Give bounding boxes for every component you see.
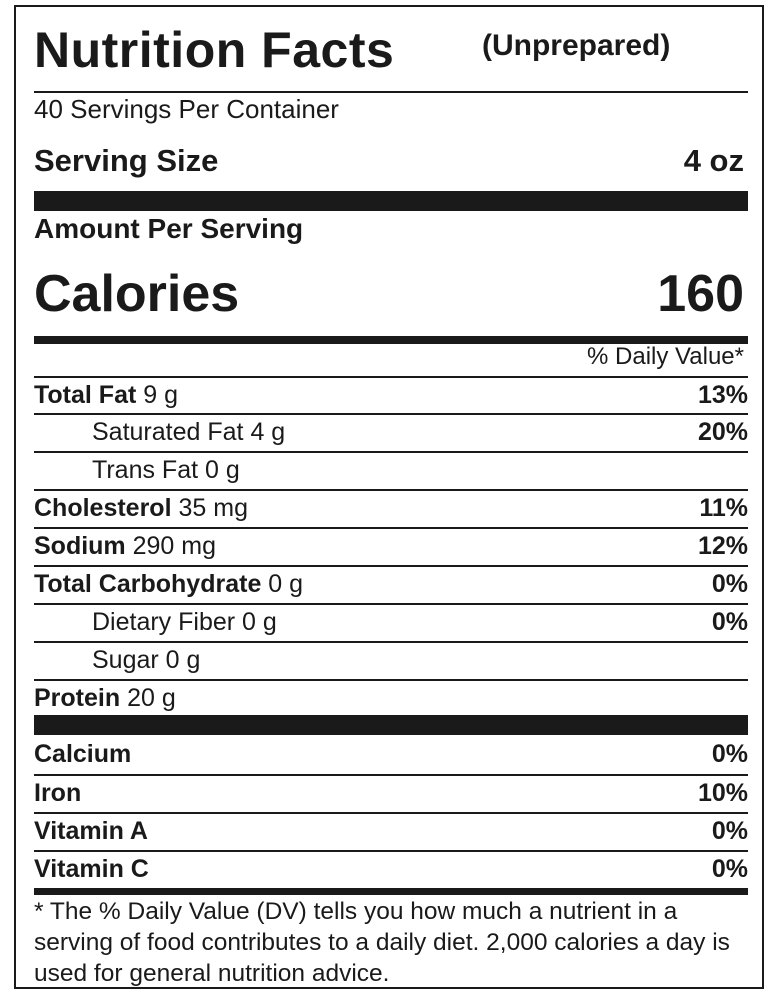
nutrient-dv: 12% <box>697 532 748 560</box>
divider <box>34 451 748 453</box>
nutrient-name: Sugar <box>92 646 159 674</box>
nutrient-dv: 20% <box>697 418 748 446</box>
nutrient-row-total-fat: Total Fat 9 g 13% <box>34 377 748 413</box>
divider <box>34 850 748 852</box>
nutrient-amount: 0 g <box>165 646 201 674</box>
divider <box>34 91 748 93</box>
vitamin-row-vitamin-c: Vitamin C 0% <box>34 851 748 887</box>
medium-divider <box>34 336 748 344</box>
nutrient-amount: 0 g <box>268 570 304 598</box>
nutrient-name: Trans Fat <box>92 456 199 484</box>
nutrient-amount: 35 mg <box>178 494 248 522</box>
vitamin-name: Calcium <box>34 740 132 768</box>
divider <box>34 812 748 814</box>
nutrient-dv: 0% <box>711 570 748 598</box>
medium-divider <box>34 888 748 895</box>
nutrient-row-sugar: Sugar 0 g <box>34 642 748 678</box>
divider <box>34 603 748 605</box>
divider <box>34 774 748 776</box>
serving-size-value: 4 oz <box>683 143 744 178</box>
nutrient-name: Protein <box>34 684 121 712</box>
divider <box>34 413 748 415</box>
daily-value-header: % Daily Value* <box>587 343 744 370</box>
divider <box>34 527 748 529</box>
nutrient-row-saturated-fat: Saturated Fat 4 g 20% <box>34 414 748 450</box>
vitamin-row-vitamin-a: Vitamin A 0% <box>34 813 748 849</box>
nutrient-name: Sodium <box>34 532 126 560</box>
vitamin-name: Vitamin C <box>34 855 149 883</box>
nutrient-name: Dietary Fiber <box>92 608 236 636</box>
daily-value-footnote: * The % Daily Value (DV) tells you how m… <box>34 898 730 987</box>
nutrient-amount: 9 g <box>143 381 179 409</box>
divider <box>34 565 748 567</box>
vitamin-row-iron: Iron 10% <box>34 775 748 811</box>
nutrient-name: Total Fat <box>34 381 137 409</box>
divider <box>34 641 748 643</box>
nutrient-amount: 290 mg <box>132 532 217 560</box>
vitamin-name: Vitamin A <box>34 817 148 845</box>
nutrient-row-total-carbohydrate: Total Carbohydrate 0 g 0% <box>34 566 748 602</box>
nutrition-facts-label: Nutrition Facts (Unprepared) 40 Servings… <box>14 5 764 989</box>
serving-size-label: Serving Size <box>34 143 219 178</box>
nutrient-dv: 0% <box>711 608 748 636</box>
nutrient-name: Cholesterol <box>34 494 172 522</box>
amount-per-serving: Amount Per Serving <box>34 213 304 244</box>
calories-label: Calories <box>34 265 240 323</box>
nutrient-row-dietary-fiber: Dietary Fiber 0 g 0% <box>34 604 748 640</box>
servings-per-container: 40 Servings Per Container <box>34 94 339 124</box>
vitamin-dv: 0% <box>711 740 748 768</box>
nutrient-dv: 11% <box>699 494 748 522</box>
vitamin-name: Iron <box>34 779 82 807</box>
nutrient-amount: 20 g <box>127 684 176 712</box>
nutrient-row-cholesterol: Cholesterol 35 mg 11% <box>34 490 748 526</box>
label-title-qualifier: (Unprepared) <box>482 29 671 62</box>
nutrient-row-trans-fat: Trans Fat 0 g <box>34 452 748 488</box>
nutrient-dv: 13% <box>697 381 748 409</box>
vitamin-row-calcium: Calcium 0% <box>34 736 748 772</box>
divider <box>34 376 748 378</box>
thick-divider <box>34 191 748 211</box>
vitamin-dv: 0% <box>711 855 748 883</box>
nutrient-amount: 0 g <box>242 608 277 636</box>
thick-divider <box>34 715 748 735</box>
nutrient-row-sodium: Sodium 290 mg 12% <box>34 528 748 564</box>
calories-value: 160 <box>657 265 744 323</box>
nutrient-name: Total Carbohydrate <box>34 570 262 598</box>
nutrient-row-protein: Protein 20 g <box>34 680 748 716</box>
divider <box>34 679 748 681</box>
vitamin-dv: 10% <box>697 779 748 807</box>
nutrient-amount: 4 g <box>250 418 286 446</box>
nutrient-name: Saturated Fat <box>92 418 244 446</box>
vitamin-dv: 0% <box>711 817 748 845</box>
label-title: Nutrition Facts <box>34 22 395 78</box>
nutrient-amount: 0 g <box>205 456 240 484</box>
divider <box>34 489 748 491</box>
